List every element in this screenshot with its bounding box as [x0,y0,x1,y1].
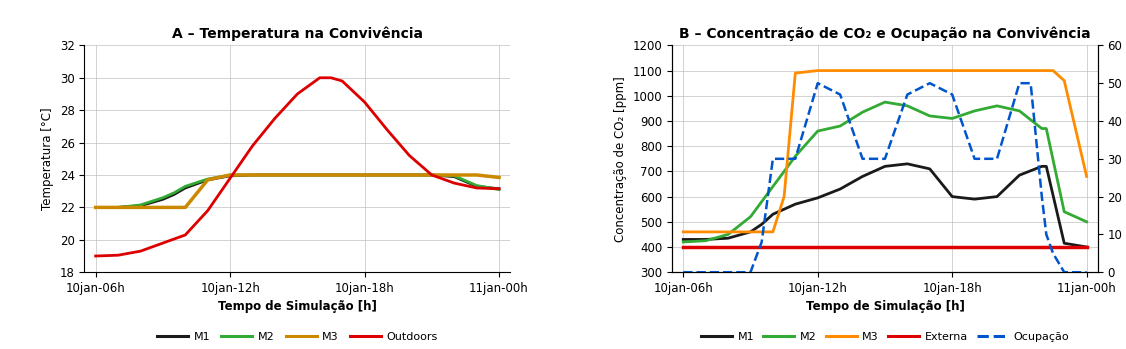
X-axis label: Tempo de Simulação [h]: Tempo de Simulação [h] [805,300,964,313]
X-axis label: Tempo de Simulação [h]: Tempo de Simulação [h] [218,300,377,313]
Legend: M1, M2, M3, Outdoors: M1, M2, M3, Outdoors [152,328,443,347]
Y-axis label: Temperatura [°C]: Temperatura [°C] [42,107,54,210]
Title: A – Temperatura na Convivência: A – Temperatura na Convivência [172,27,423,42]
Y-axis label: Concentração de CO₂ [ppm]: Concentração de CO₂ [ppm] [614,76,627,242]
Title: B – Concentração de CO₂ e Ocupação na Convivência: B – Concentração de CO₂ e Ocupação na Co… [679,27,1091,42]
Legend: M1, M2, M3, Externa, Ocupação: M1, M2, M3, Externa, Ocupação [697,328,1073,347]
